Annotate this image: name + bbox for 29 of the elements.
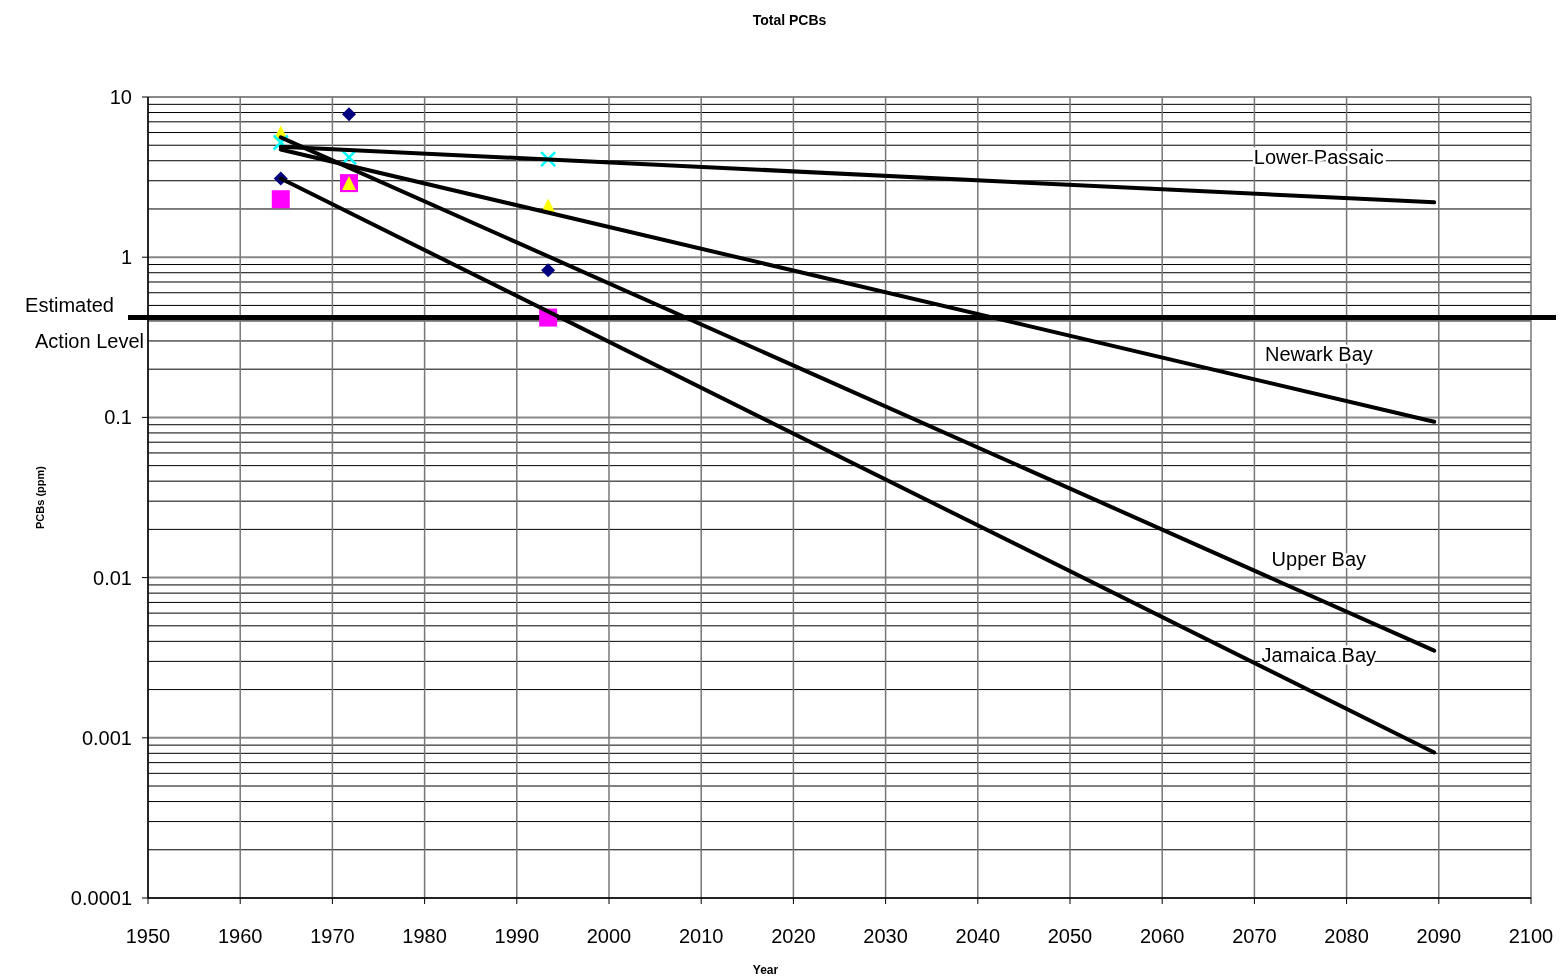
x-tick-label: 2010 (678, 925, 724, 947)
ref-line-label: Estimated Action Level (25, 293, 144, 352)
x-tick-label: 2020 (771, 925, 816, 947)
series-label: Newark Bay (1264, 343, 1373, 366)
y-tick-label: 0.001 (81, 726, 132, 749)
series-label: Upper Bay (1271, 548, 1367, 571)
y-axis-title: PCBs (ppm) (34, 465, 46, 529)
x-tick-label: 1950 (125, 925, 171, 947)
series-label: Jamaica Bay (1261, 644, 1377, 667)
y-tick-label: 0.1 (104, 406, 132, 429)
y-tick-label: 0.01 (93, 566, 132, 589)
x-tick-label: 2080 (1324, 925, 1369, 947)
x-tick-label: 1990 (494, 925, 540, 947)
x-tick-label: 2100 (1508, 925, 1554, 947)
y-tick-label: 0.0001 (70, 887, 132, 909)
x-tick-label: 2050 (1047, 925, 1093, 947)
x-tick-label: 2000 (586, 925, 632, 947)
y-tick-label: 1 (120, 246, 132, 269)
x-tick-label: 2030 (863, 925, 908, 947)
y-tick-label: 10 (109, 86, 132, 108)
x-tick-label: 1970 (310, 925, 355, 947)
x-tick-label: 2040 (955, 925, 1001, 947)
x-axis-title: Year (752, 963, 779, 977)
x-tick-label: 1980 (402, 925, 447, 947)
x-tick-label: 2090 (1416, 925, 1462, 947)
x-tick-label: 2060 (1139, 925, 1185, 947)
x-tick-label: 1960 (217, 925, 263, 947)
x-tick-label: 2070 (1232, 925, 1277, 947)
chart-title: Total PCBs (752, 12, 827, 28)
